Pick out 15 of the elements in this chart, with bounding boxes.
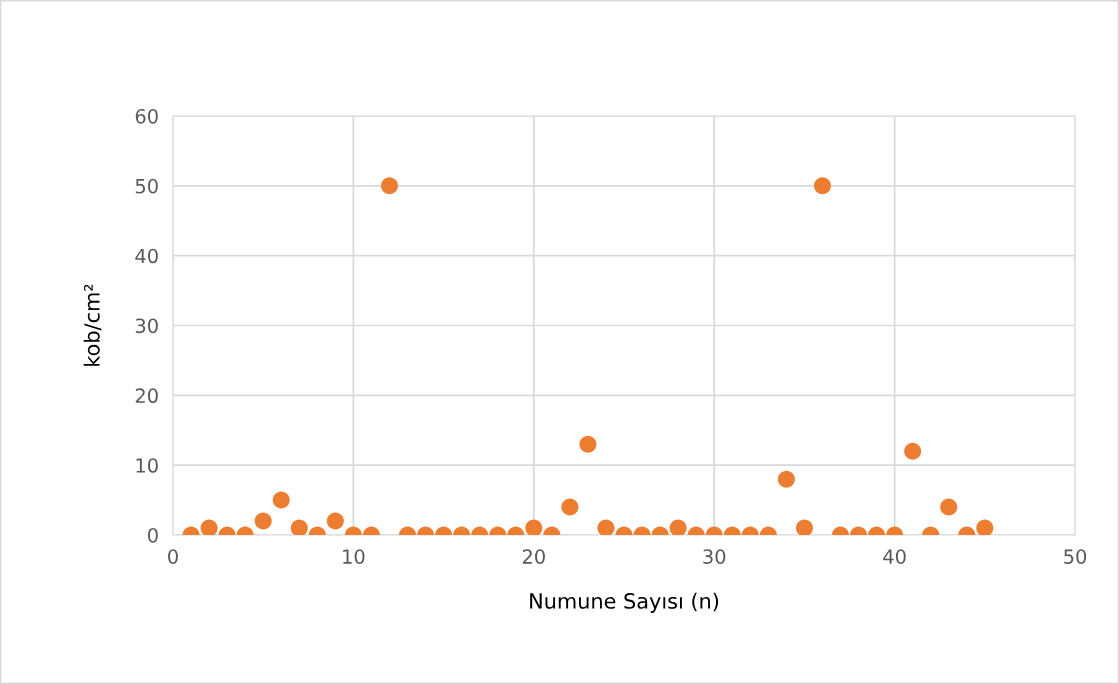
y-tick-label: 40 [135, 248, 158, 264]
x-tick-label: 30 [703, 549, 726, 564]
x-tick-label: 0 [168, 549, 178, 564]
y-axis-title: kob/cm² [83, 284, 102, 366]
y-tick-label: 60 [135, 108, 158, 124]
x-tick-label: 10 [343, 549, 365, 564]
x-tick-label: 50 [1064, 549, 1087, 564]
y-tick-label: 10 [136, 458, 158, 473]
y-tick-label: 30 [135, 318, 158, 334]
x-tick-label: 40 [883, 549, 906, 564]
y-tick-label: 50 [135, 178, 158, 194]
y-tick-label: 20 [135, 388, 158, 404]
x-tick-label: 20 [522, 549, 545, 564]
x-axis-title: Numune Sayısı (n) [530, 592, 719, 613]
y-tick-label: 0 [148, 527, 158, 543]
